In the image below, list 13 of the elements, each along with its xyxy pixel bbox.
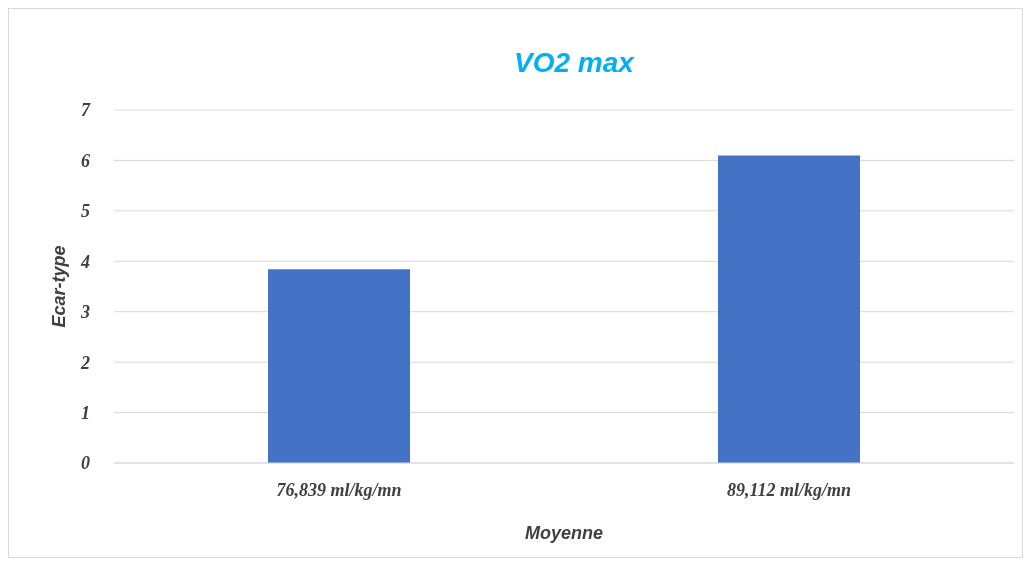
y-tick-label: 3 bbox=[80, 302, 90, 323]
chart-title: VO2 max bbox=[513, 47, 636, 79]
y-tick-label: 1 bbox=[81, 402, 90, 423]
y-tick-label: 6 bbox=[81, 150, 90, 171]
y-axis-title: Ecar-type bbox=[49, 245, 70, 328]
y-tick-label: 2 bbox=[80, 352, 90, 373]
y-tick-label: 5 bbox=[81, 201, 90, 222]
x-tick-label: 76,839 ml/kg/mn bbox=[276, 479, 402, 500]
y-tick-label: 7 bbox=[81, 100, 91, 121]
x-axis-title: Moyenne bbox=[524, 523, 604, 543]
y-tick-label: 4 bbox=[80, 251, 90, 272]
x-tick-label: 89,112 ml/kg/mn bbox=[726, 479, 852, 500]
y-tick-label: 0 bbox=[81, 453, 90, 474]
